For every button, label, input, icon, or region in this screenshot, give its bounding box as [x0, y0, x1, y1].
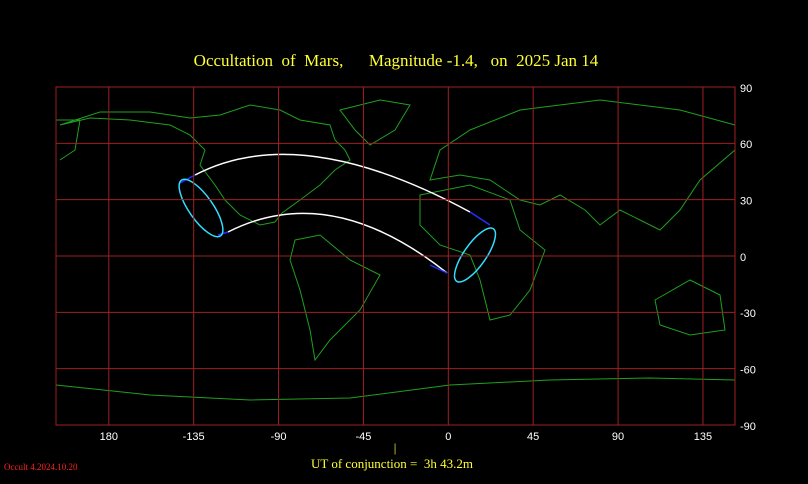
y-tick-label: 60 — [740, 139, 752, 151]
coastline — [289, 234, 381, 362]
credit: Occult 4.2024.10.20 — [4, 462, 78, 472]
y-tick-label: 90 — [740, 83, 752, 95]
conjunction-marker: | — [394, 440, 397, 455]
coastline — [55, 377, 736, 401]
north-limit — [194, 153, 471, 213]
x-tick-label: -45 — [355, 431, 371, 443]
occultation-paths — [178, 153, 497, 283]
map-frame — [55, 86, 736, 426]
x-tick-label: 0 — [445, 431, 451, 443]
x-tick-label: 45 — [527, 431, 539, 443]
x-tick-label: 90 — [612, 431, 624, 443]
y-tick-label: 30 — [740, 196, 752, 208]
limit-end — [179, 174, 196, 184]
footer: UT of conjunction = 3h 43.2m — [311, 456, 473, 471]
x-tick-label: 180 — [100, 431, 118, 443]
x-tick-label: -90 — [271, 431, 287, 443]
x-tick-label: -135 — [183, 431, 205, 443]
south-limit — [227, 212, 448, 274]
limit-end — [469, 211, 491, 226]
coastline — [56, 119, 81, 161]
y-tick-label: -60 — [740, 365, 756, 377]
rise-set-curve — [453, 227, 497, 283]
coastline — [654, 279, 726, 336]
y-tick-label: 0 — [740, 252, 746, 264]
y-tick-label: -90 — [740, 421, 756, 433]
coastline — [59, 104, 351, 226]
coastline — [429, 99, 736, 231]
x-tick-label: 135 — [694, 431, 712, 443]
y-tick-label: -30 — [740, 308, 756, 320]
coastline — [339, 99, 411, 146]
limit-end — [429, 264, 448, 274]
chart-title: Occultation of Mars, Magnitude -1.4, on … — [194, 51, 599, 70]
rise-set-curve — [178, 178, 224, 238]
